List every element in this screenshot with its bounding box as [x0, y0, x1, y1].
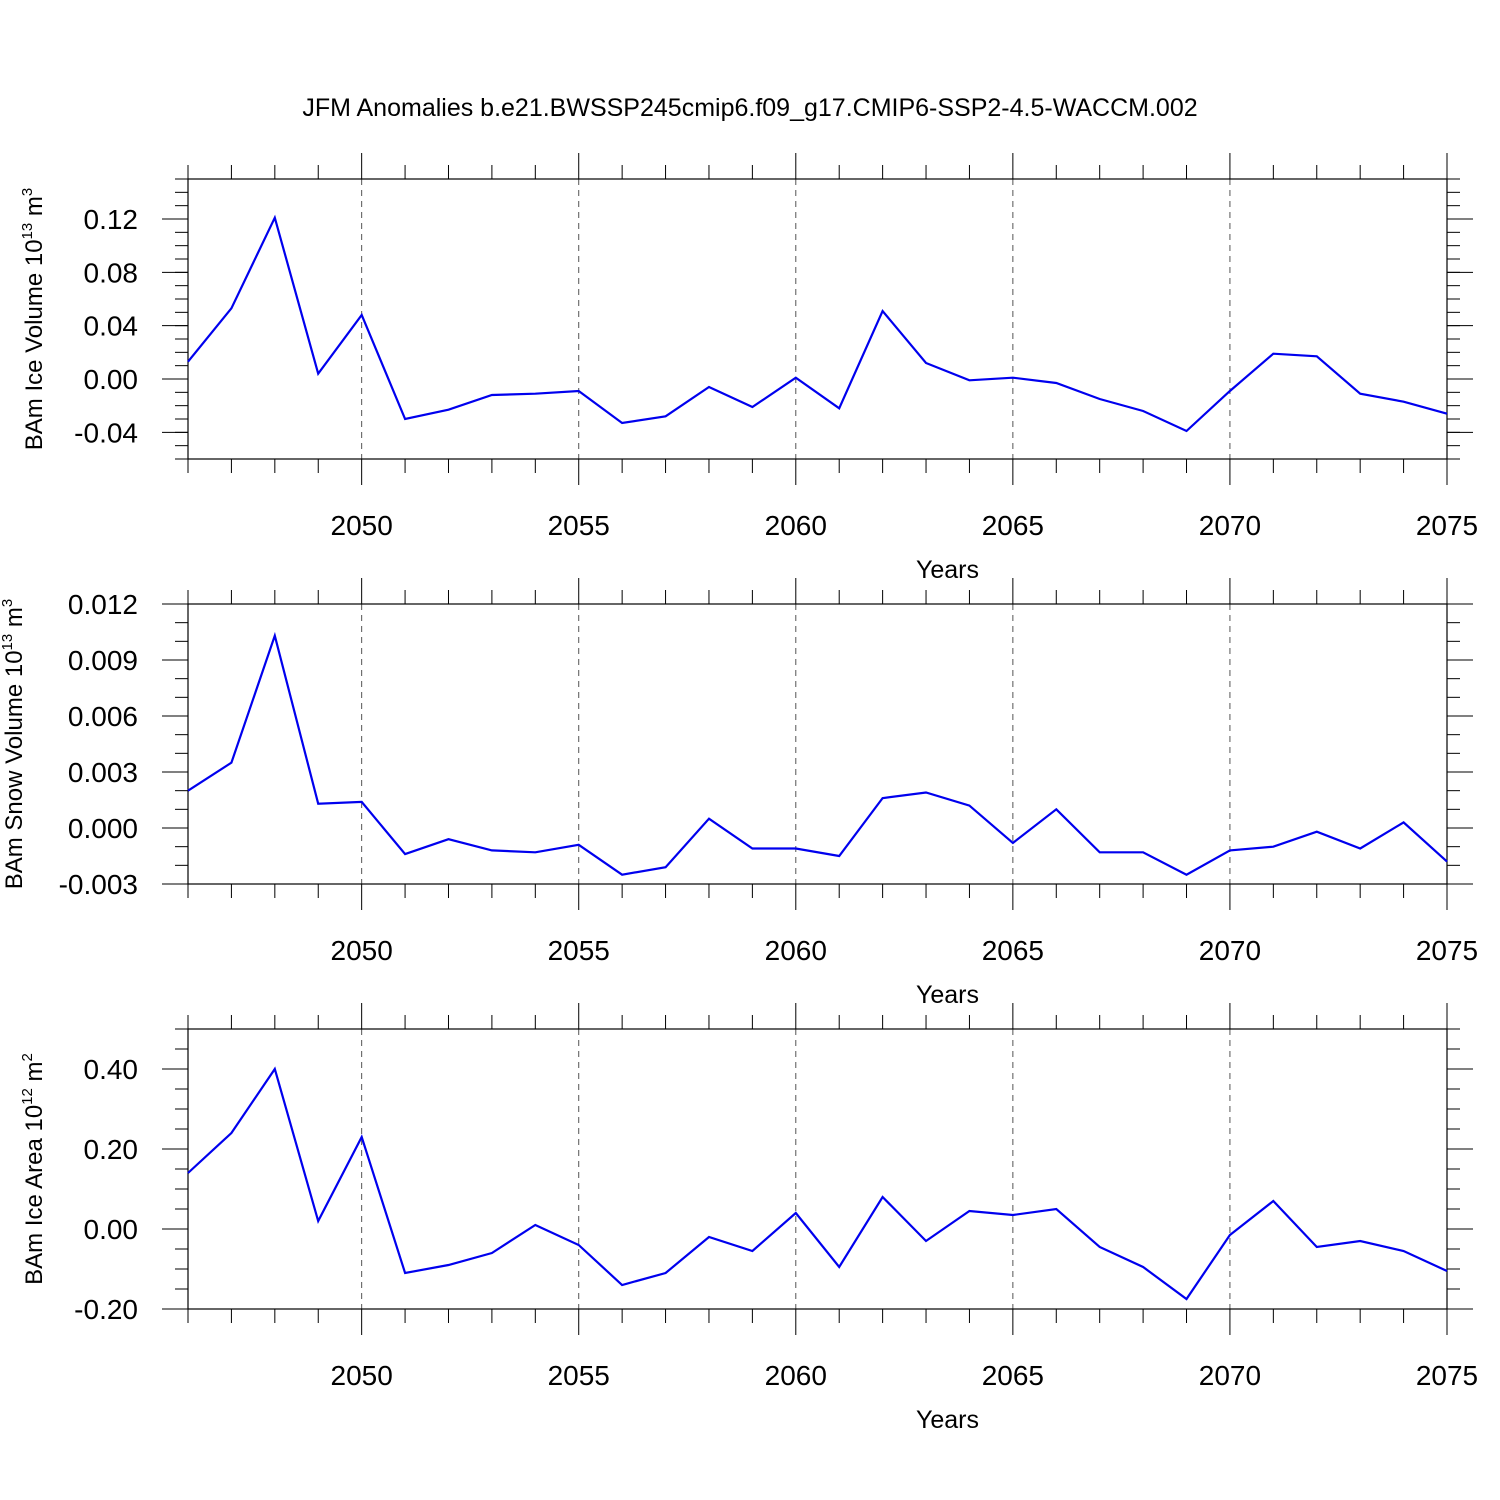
y-tick-label: -0.003 [59, 869, 138, 900]
x-tick-label: 2060 [765, 510, 827, 541]
y-tick-label: 0.00 [84, 1214, 139, 1245]
y-tick-label: -0.20 [74, 1294, 138, 1325]
y-tick-label: 0.003 [68, 757, 138, 788]
y-tick-label: -0.04 [74, 417, 138, 448]
y-axis-label: BAm Snow Volume 1013 m3 [0, 599, 28, 890]
x-tick-label: 2075 [1416, 510, 1478, 541]
series-line [187, 214, 1448, 433]
x-tick-label: 2065 [982, 510, 1044, 541]
y-tick-label: 0.012 [68, 589, 138, 620]
x-tick-label: 2055 [548, 1360, 610, 1391]
series-line [187, 631, 1448, 876]
y-tick-label: 0.04 [84, 311, 139, 342]
x-tick-label: 2075 [1416, 935, 1478, 966]
x-tick-label: 2060 [765, 1360, 827, 1391]
plot-frame [187, 603, 1448, 885]
chart-title: JFM Anomalies b.e21.BWSSP245cmip6.f09_g1… [302, 94, 1197, 122]
panel-2: -0.003 0.000 0.003 0.006 0.009 0.012 2050 2055 2… [0, 578, 1478, 1009]
plot-frame [187, 1028, 1448, 1310]
x-tick-label: 2060 [765, 935, 827, 966]
y-tick-label: 0.40 [84, 1054, 139, 1085]
y-tick-label: 0.006 [68, 701, 138, 732]
x-tick-label: 2065 [982, 935, 1044, 966]
y-tick-label: 0.12 [84, 204, 139, 235]
y-tick-label: 0.00 [84, 364, 139, 395]
plot-frame [187, 178, 1448, 460]
x-tick-label: 2065 [982, 1360, 1044, 1391]
x-tick-label: 2070 [1199, 935, 1261, 966]
x-tick-label: 2070 [1199, 510, 1261, 541]
y-axis-label: BAm Ice Area 1012 m2 [19, 1053, 48, 1285]
x-axis-label: Years [916, 981, 979, 1009]
y-tick-label: 0.000 [68, 813, 138, 844]
x-axis-label: Years [916, 1406, 979, 1434]
x-tick-label: 2050 [331, 510, 393, 541]
y-tick-label: 0.20 [84, 1134, 139, 1165]
x-tick-label: 2055 [548, 510, 610, 541]
x-tick-label: 2050 [331, 1360, 393, 1391]
series-line [187, 1066, 1448, 1301]
x-tick-label: 2050 [331, 935, 393, 966]
x-tick-label: 2055 [548, 935, 610, 966]
x-tick-label: 2070 [1199, 1360, 1261, 1391]
x-tick-label: 2075 [1416, 1360, 1478, 1391]
y-tick-label: 0.08 [84, 257, 139, 288]
y-tick-label: 0.009 [68, 645, 138, 676]
x-axis-label: Years [916, 556, 979, 584]
y-axis-label: BAm Ice Volume 1013 m3 [19, 188, 48, 450]
panel-3: -0.20 0.00 0.20 0.40 2050 2055 2060 2065 2070 207… [19, 1003, 1478, 1434]
panel-1: -0.04 0.00 0.04 0.08 0.12 2050 2055 2060 2065 207… [19, 153, 1478, 584]
